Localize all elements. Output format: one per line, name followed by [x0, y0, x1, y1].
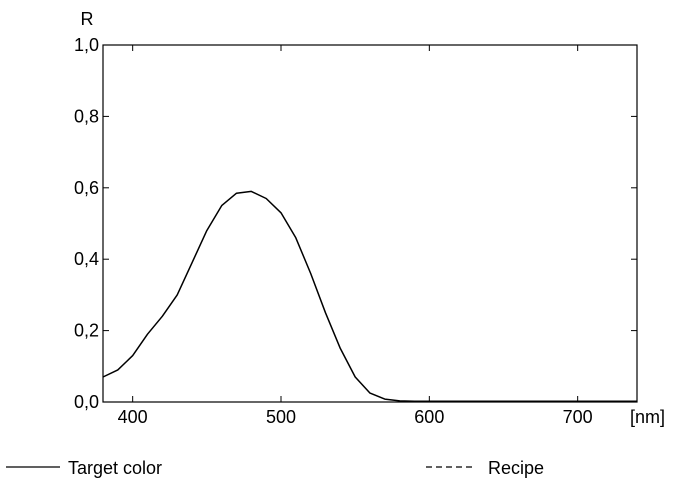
- x-tick-label: 600: [414, 407, 444, 427]
- x-tick-label: 700: [563, 407, 593, 427]
- legend: Target color Recipe: [6, 458, 544, 478]
- x-tick-label: 400: [118, 407, 148, 427]
- y-tick-label: 0,0: [74, 392, 99, 412]
- x-axis: 400 500 600 700: [118, 45, 593, 427]
- y-tick-label: 0,6: [74, 178, 99, 198]
- y-tick-label: 1,0: [74, 35, 99, 55]
- plot-frame: [102, 44, 638, 403]
- legend-label-recipe: Recipe: [488, 458, 544, 478]
- y-tick-label: 0,8: [74, 106, 99, 126]
- x-tick-label: 500: [266, 407, 296, 427]
- series-line-0: [102, 190, 637, 403]
- y-tick-label: 0,4: [74, 249, 99, 269]
- legend-label-target-color: Target color: [68, 458, 162, 478]
- y-tick-label: 0,2: [74, 321, 99, 341]
- x-axis-unit-label: [nm]: [630, 407, 665, 427]
- y-axis: 0,0 0,2 0,4 0,6 0,8 1,0: [74, 35, 637, 412]
- y-axis-title: R: [81, 9, 94, 29]
- series-layer: [102, 190, 637, 403]
